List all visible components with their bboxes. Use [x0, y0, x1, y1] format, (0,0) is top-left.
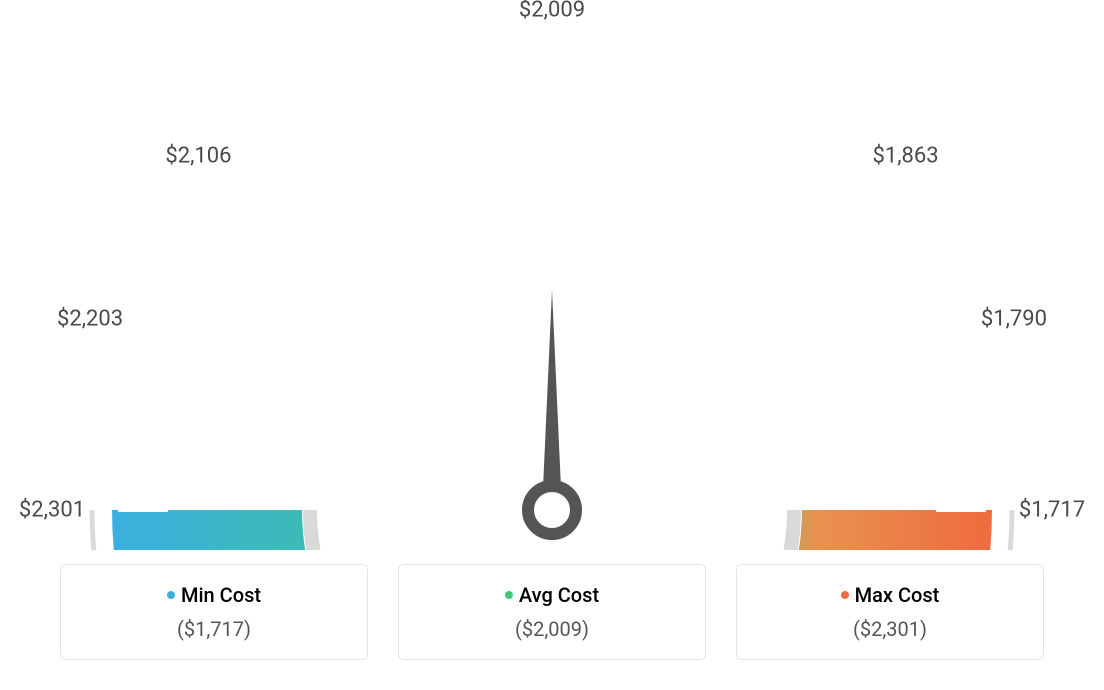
cost-gauge-container: $1,717 $1,790 $1,863 $2,009 $2,106 $2,203 $2,3… — [0, 0, 1104, 690]
dot-icon — [841, 591, 849, 599]
gauge-tick-label: $1,717 — [1019, 498, 1085, 523]
gauge-chart: $1,717$1,790$1,863$2,009$2,106$2,203$2,3… — [0, 10, 1104, 550]
gauge-tick-label: $1,863 — [872, 144, 938, 169]
gauge-tick-label: $2,301 — [19, 498, 85, 523]
legend-value-max: ($2,301) — [749, 617, 1031, 641]
legend-title-avg: Avg Cost — [411, 583, 693, 607]
gauge-svg — [0, 10, 1104, 550]
legend-card-avg: Avg Cost ($2,009) — [398, 564, 706, 660]
legend-title-max: Max Cost — [749, 583, 1031, 607]
legend-title-min: Min Cost — [73, 583, 355, 607]
legend-label-max: Max Cost — [855, 583, 940, 607]
legend-row: Min Cost ($1,717) Avg Cost ($2,009) Max … — [60, 564, 1044, 660]
gauge-tick-label: $2,106 — [165, 144, 231, 169]
legend-value-avg: ($2,009) — [411, 617, 693, 641]
gauge-tick-label: $2,203 — [57, 306, 123, 331]
legend-label-avg: Avg Cost — [519, 583, 599, 607]
legend-value-min: ($1,717) — [73, 617, 355, 641]
legend-card-max: Max Cost ($2,301) — [736, 564, 1044, 660]
legend-card-min: Min Cost ($1,717) — [60, 564, 368, 660]
gauge-tick-label: $2,009 — [519, 0, 585, 23]
dot-icon — [167, 591, 175, 599]
dot-icon — [505, 591, 513, 599]
legend-label-min: Min Cost — [181, 583, 261, 607]
gauge-tick-label: $1,790 — [981, 306, 1047, 331]
